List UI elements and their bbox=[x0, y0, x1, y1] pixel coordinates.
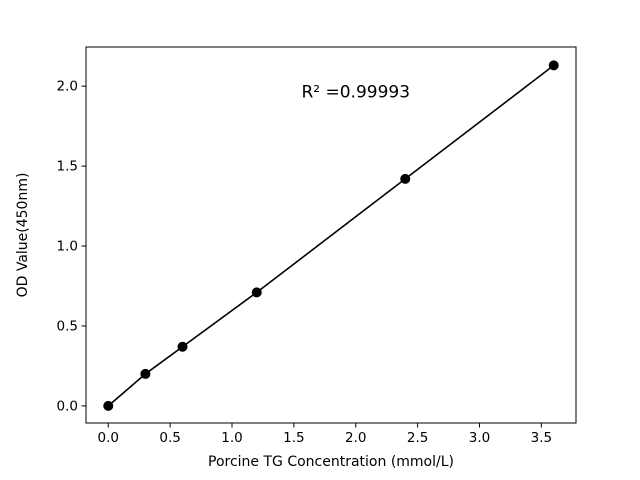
data-point-marker bbox=[251, 287, 262, 298]
y-tick-label: 1.5 bbox=[57, 159, 78, 175]
x-tick-label: 2.5 bbox=[407, 430, 428, 446]
y-axis-label: OD Value(450nm) bbox=[15, 173, 31, 298]
y-tick-label: 0.0 bbox=[57, 398, 78, 414]
data-point-marker bbox=[177, 341, 188, 352]
data-point-marker bbox=[548, 60, 559, 71]
x-axis-label: Porcine TG Concentration (mmol/L) bbox=[208, 454, 454, 470]
x-tick-label: 0.5 bbox=[159, 430, 180, 446]
series-line bbox=[107, 64, 555, 407]
data-point-marker bbox=[400, 173, 411, 184]
x-tick-label: 3.5 bbox=[531, 430, 552, 446]
y-tick-label: 0.5 bbox=[57, 318, 78, 334]
data-point-marker bbox=[103, 400, 114, 411]
x-tick-label: 2.0 bbox=[345, 430, 366, 446]
x-tick-label: 0.0 bbox=[98, 430, 119, 446]
x-tick-label: 1.5 bbox=[283, 430, 304, 446]
y-tick-label: 2.0 bbox=[57, 79, 78, 95]
data-point-marker bbox=[140, 368, 151, 379]
x-tick-label: 3.0 bbox=[469, 430, 490, 446]
x-tick-label: 1.0 bbox=[221, 430, 242, 446]
y-tick-label: 1.0 bbox=[57, 239, 78, 255]
axes-spines bbox=[85, 46, 577, 424]
r-squared-annotation: R² =0.99993 bbox=[301, 82, 410, 102]
